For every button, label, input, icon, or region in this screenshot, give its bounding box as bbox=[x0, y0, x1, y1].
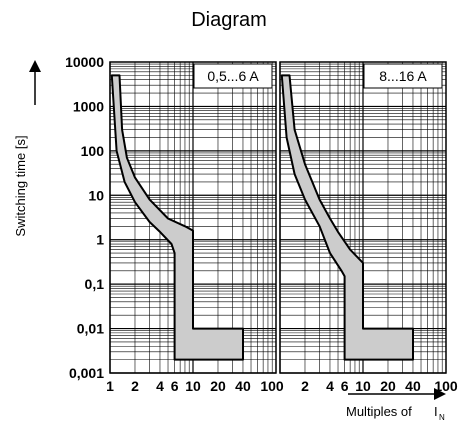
chart-panel-1: 0,5...6 A bbox=[109, 61, 277, 374]
panels-group: 0,5...6 A 8...16 A bbox=[109, 61, 447, 374]
y-tick-label: 0,1 bbox=[85, 276, 105, 292]
y-axis-label: Switching time [s] bbox=[13, 135, 28, 236]
x-tick-label: 2 bbox=[131, 378, 139, 394]
x-tick-label: 40 bbox=[405, 378, 421, 394]
x-tick-label: 40 bbox=[235, 378, 251, 394]
chart-title: Diagram bbox=[191, 9, 267, 31]
panel-label-box bbox=[193, 63, 273, 89]
y-tick-label: 10 bbox=[88, 187, 104, 203]
tripping-band-1 bbox=[110, 74, 244, 361]
panel-label: 0,5...6 A bbox=[207, 68, 259, 84]
x-tick-label: 10 bbox=[185, 378, 201, 394]
panel-frame bbox=[279, 61, 447, 374]
y-tick-label: 100 bbox=[81, 143, 105, 159]
x-tick-label: 20 bbox=[210, 378, 226, 394]
tripping-band-2 bbox=[280, 74, 414, 361]
x-tick-labels: 1 2 4 6 10 20 40 100 2 4 6 10 20 40 100 bbox=[106, 378, 458, 394]
x-axis-symbol: I bbox=[434, 404, 438, 419]
y-tick-label: 0,001 bbox=[69, 365, 104, 381]
x-tick-label: 6 bbox=[171, 378, 179, 394]
y-tick-label: 10000 bbox=[65, 54, 104, 70]
panel-frame bbox=[109, 61, 277, 374]
y-tick-label: 1000 bbox=[73, 98, 104, 114]
x-tick-label: 1 bbox=[106, 378, 114, 394]
x-tick-label: 20 bbox=[380, 378, 396, 394]
panel-label: 8...16 A bbox=[379, 68, 427, 84]
x-tick-label: 4 bbox=[326, 378, 334, 394]
y-tick-labels: 10000 1000 100 10 1 0,1 0,01 0,001 bbox=[65, 54, 104, 381]
x-tick-label: 10 bbox=[355, 378, 371, 394]
x-tick-label: 4 bbox=[156, 378, 164, 394]
x-axis-label: Multiples of bbox=[346, 404, 412, 419]
chart-panel-2: 8...16 A bbox=[279, 61, 447, 374]
x-tick-label: 100 bbox=[434, 378, 458, 394]
y-tick-label: 0,01 bbox=[77, 321, 104, 337]
x-tick-label: 100 bbox=[260, 378, 284, 394]
panel-label-box bbox=[363, 63, 443, 89]
x-axis-symbol-subscript: N bbox=[439, 413, 445, 422]
x-tick-label: 6 bbox=[341, 378, 349, 394]
x-tick-label: 2 bbox=[301, 378, 309, 394]
y-tick-label: 1 bbox=[96, 232, 104, 248]
